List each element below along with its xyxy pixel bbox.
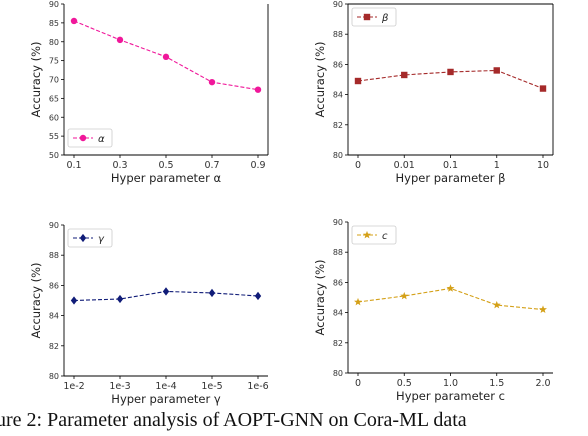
x-tick-label: 0.5 (158, 160, 173, 171)
data-point (116, 294, 124, 304)
data-point (539, 305, 547, 313)
y-tick-label: 84 (333, 91, 343, 100)
data-point (254, 86, 262, 93)
x-axis-label: Hyper parameter c (396, 389, 505, 403)
chart-panel-2: 80 82 84 86 88 90 0 0.01 0.1 1 10 Hyper parameter β… (313, 0, 554, 185)
x-tick-label: 10 (537, 160, 549, 171)
y-tick-label: 80 (333, 369, 343, 378)
x-tick-label: 0 (355, 378, 361, 389)
y-tick-label: 85 (49, 19, 59, 28)
legend-marker (79, 134, 87, 142)
data-point (354, 297, 362, 306)
data-point (401, 71, 408, 79)
x-tick-label: 1e-4 (155, 381, 176, 392)
y-tick-label: 86 (49, 281, 59, 290)
x-tick-label: 0.1 (443, 160, 458, 171)
y-axis-label: Accuracy (%) (29, 41, 43, 117)
series-line (357, 287, 544, 311)
y-tick-label: 60 (49, 113, 59, 122)
data-point (354, 77, 362, 85)
data-point (162, 287, 170, 296)
y-tick-label: 84 (333, 309, 343, 318)
x-axis-label: Hyper parameter α (111, 171, 222, 185)
x-tick-label: 0.1 (66, 160, 81, 171)
y-tick-label: 88 (333, 248, 343, 257)
legend-label: β (381, 13, 389, 24)
chart-panel-3: 80 82 84 86 88 90 1e-2 1e-3 1e-4 1e-5 1e-6 Hyper pa… (29, 221, 269, 406)
legend-box (67, 228, 113, 248)
figure-caption: ure 2: Parameter analysis of AOPT-GNN on… (0, 409, 467, 431)
y-tick-label: 80 (333, 151, 343, 160)
x-tick-label: 1.5 (489, 378, 504, 389)
x-tick-label: 0.9 (250, 160, 265, 171)
y-tick-label: 80 (49, 372, 59, 381)
y-tick-label: 82 (49, 342, 59, 351)
legend-marker (79, 233, 87, 243)
x-tick-label: 1.0 (443, 378, 458, 389)
data-point (493, 67, 500, 74)
data-point (116, 36, 124, 44)
y-tick-label: 88 (333, 30, 343, 39)
y-tick-label: 86 (333, 60, 343, 69)
legend-label: c (382, 231, 388, 242)
y-tick-label: 70 (49, 76, 59, 85)
legend-marker (363, 230, 371, 239)
y-tick-label: 90 (49, 0, 59, 9)
y-tick-label: 75 (49, 57, 59, 66)
x-tick-label: 0.5 (397, 378, 412, 389)
y-tick-label: 80 (49, 38, 59, 47)
y-tick-label: 84 (49, 312, 59, 321)
x-tick-label: 0.7 (204, 160, 219, 171)
x-tick-label: 2.0 (535, 378, 550, 389)
y-tick-label: 50 (49, 151, 59, 160)
x-tick-label: 0.01 (394, 160, 415, 171)
x-tick-label: 0.3 (112, 160, 127, 171)
x-axis-label: Hyper parameter β (396, 171, 506, 185)
data-point (162, 53, 170, 61)
data-point (208, 288, 216, 298)
y-tick-label: 55 (49, 132, 59, 141)
legend-marker (363, 13, 371, 21)
y-tick-label: 82 (333, 339, 343, 348)
y-tick-label: 90 (333, 0, 343, 9)
legend-box (67, 128, 113, 148)
y-tick-label: 90 (49, 221, 59, 230)
x-tick-label: 1e-6 (247, 381, 268, 392)
data-point (254, 291, 262, 301)
legend-label: α (98, 134, 105, 145)
y-tick-label: 90 (333, 218, 343, 227)
legend-box (351, 7, 397, 27)
x-axis-label: Hyper parameter γ (111, 392, 221, 406)
data-point (447, 68, 454, 76)
y-tick-label: 82 (333, 121, 343, 130)
x-tick-label: 0 (355, 160, 361, 171)
x-tick-label: 1 (494, 160, 500, 171)
y-axis-label: Accuracy (%) (29, 262, 43, 338)
y-tick-label: 65 (49, 94, 59, 103)
data-point (70, 17, 78, 25)
data-point (400, 291, 409, 300)
chart-panel-4: 80 82 84 86 88 90 0 0.5 1.0 1.5 2.0 Hyper parameter… (313, 218, 553, 403)
x-tick-label: 1e-2 (63, 381, 84, 392)
legend-box (351, 225, 397, 245)
x-tick-label: 1e-3 (109, 381, 130, 392)
x-tick-label: 1e-5 (201, 381, 222, 392)
data-point (539, 85, 547, 92)
chart-panel-1: 50 55 60 65 70 75 80 85 90 0.1 0.3 0.5 0.7 0.9 Hyper p… (29, 0, 269, 185)
data-point (208, 78, 216, 86)
y-axis-label: Accuracy (%) (313, 259, 327, 335)
data-point (70, 296, 78, 305)
y-axis-label: Accuracy (%) (313, 41, 327, 117)
data-point (446, 284, 455, 292)
y-tick-label: 86 (333, 278, 343, 287)
y-tick-label: 88 (49, 251, 59, 260)
legend-label: γ (98, 234, 105, 245)
data-point (492, 300, 501, 309)
